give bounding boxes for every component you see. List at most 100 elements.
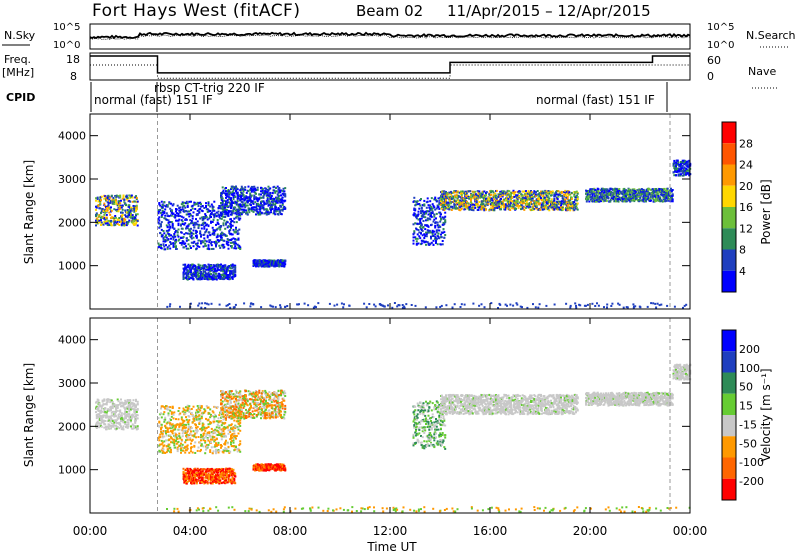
- echo-cell: [100, 199, 102, 202]
- echo-cell: [573, 195, 576, 198]
- echo-cell: [524, 194, 527, 197]
- echo-cell: [266, 201, 269, 204]
- echo-cell: [275, 210, 278, 213]
- echo-cell: [126, 216, 129, 219]
- echo-cell: [259, 210, 262, 213]
- echo-cell: [606, 188, 609, 191]
- echo-cell: [227, 189, 230, 191]
- echo-cell: [550, 198, 553, 201]
- echo-cell: [441, 196, 444, 198]
- echo-cell: [230, 197, 232, 200]
- echo-cell: [217, 210, 220, 213]
- echo-cell: [553, 208, 556, 211]
- echo-cell: [128, 204, 131, 207]
- echo-cell: [126, 209, 129, 211]
- echo-cell: [594, 305, 597, 307]
- echo-cell: [251, 206, 254, 209]
- echo-cell: [545, 193, 547, 196]
- echo-cell: [418, 207, 421, 210]
- echo-cell: [271, 260, 274, 263]
- echo-cell: [615, 198, 617, 201]
- echo-cell: [655, 306, 658, 309]
- echo-cell: [135, 195, 137, 198]
- echo-cell: [633, 196, 636, 199]
- echo-cell: [135, 198, 138, 200]
- echo-cell: [624, 193, 627, 196]
- echo-cell: [109, 196, 112, 199]
- echo-cell: [114, 195, 117, 197]
- echo-cell: [622, 193, 625, 196]
- echo-cell: [124, 202, 127, 205]
- echo-cell: [525, 207, 527, 209]
- echo-cell: [460, 195, 463, 198]
- echo-cell: [110, 222, 112, 225]
- echo-cell: [222, 224, 225, 227]
- echo-cell: [422, 215, 425, 218]
- echo-cell: [570, 198, 573, 200]
- echo-cell: [677, 170, 680, 173]
- echo-cell: [635, 189, 638, 192]
- echo-cell: [121, 208, 124, 211]
- echo-cell: [503, 203, 506, 206]
- echo-cell: [485, 199, 488, 202]
- echo-cell: [638, 200, 641, 203]
- echo-cell: [276, 193, 279, 196]
- echo-cell: [172, 244, 175, 247]
- echo-cell: [236, 200, 239, 203]
- echo-cell: [594, 197, 597, 199]
- echo-cell: [460, 200, 463, 203]
- echo-cell: [198, 224, 201, 227]
- echo-cell: [162, 243, 165, 246]
- echo-cell: [565, 195, 567, 197]
- echo-cell: [118, 224, 121, 226]
- echo-cell: [205, 277, 208, 280]
- echo-cell: [116, 220, 119, 223]
- echo-cell: [544, 205, 547, 208]
- echo-cell: [233, 194, 236, 197]
- echo-cell: [263, 201, 266, 204]
- echo-cell: [568, 203, 571, 206]
- echo-cell: [208, 241, 211, 244]
- echo-cell: [595, 193, 597, 196]
- echo-cell: [185, 266, 188, 269]
- echo-cell: [234, 269, 237, 271]
- echo-cell: [210, 273, 212, 275]
- echo-cell: [522, 200, 525, 203]
- echo-cell: [202, 245, 205, 248]
- echo-cell: [446, 206, 449, 209]
- echo-cell: [657, 193, 660, 196]
- echo-cell: [235, 185, 237, 188]
- echo-cell: [225, 200, 227, 203]
- echo-cell: [277, 213, 280, 216]
- echo-cell: [415, 242, 418, 245]
- echo-cell: [186, 232, 189, 235]
- echo-cell: [480, 203, 482, 206]
- echo-cell: [225, 234, 228, 237]
- echo-cell: [415, 217, 418, 220]
- echo-cell: [635, 197, 638, 200]
- echo-cell: [161, 234, 164, 237]
- echo-cell: [224, 216, 227, 218]
- echo-cell: [224, 227, 227, 230]
- echo-cell: [564, 189, 567, 192]
- echo-cell: [267, 185, 270, 188]
- echo-cell: [114, 220, 117, 223]
- echo-cell: [208, 269, 211, 272]
- echo-cell: [460, 190, 462, 193]
- echo-cell: [591, 302, 594, 305]
- echo-cell: [175, 240, 177, 243]
- echo-cell: [95, 208, 97, 211]
- echo-cell: [492, 196, 495, 199]
- echo-cell: [165, 224, 168, 227]
- echo-cell: [255, 189, 257, 192]
- echo-cell: [223, 239, 226, 242]
- echo-cell: [642, 190, 645, 193]
- echo-cell: [548, 192, 551, 195]
- echo-cell: [441, 216, 444, 219]
- echo-cell: [510, 201, 512, 204]
- echo-cell: [226, 268, 229, 271]
- echo-cell: [441, 240, 444, 242]
- echo-cell: [650, 188, 652, 191]
- echo-cell: [465, 192, 468, 195]
- echo-cell: [260, 190, 262, 193]
